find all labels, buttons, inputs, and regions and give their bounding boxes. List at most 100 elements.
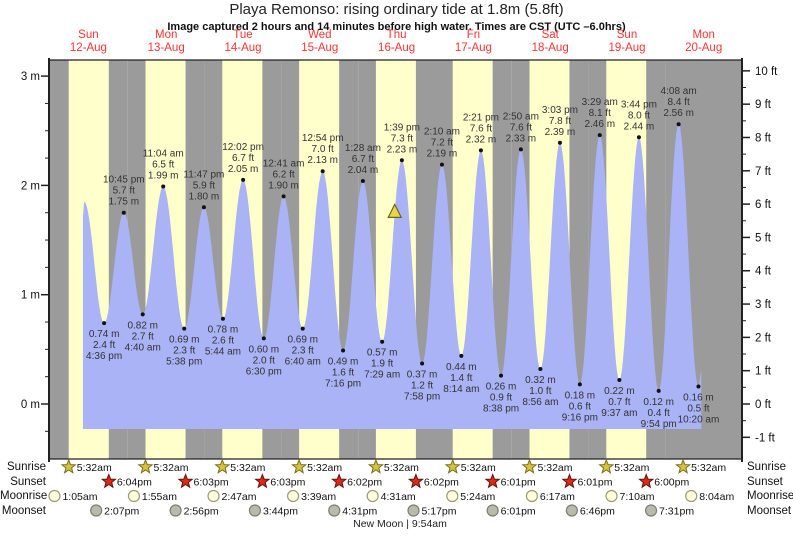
page-subtitle: Image captured 2 hours and 14 minutes be… bbox=[167, 21, 626, 33]
low-tide-m-label: 0.74 m bbox=[89, 329, 120, 340]
moonrise-row-label: Moonrise bbox=[747, 490, 793, 502]
low-tide-ft-label: 2.7 ft bbox=[132, 331, 154, 342]
moonrise-time: 7:10am bbox=[620, 491, 655, 503]
high-tide-time-label: 3:03 pm bbox=[542, 105, 578, 116]
moonrise-time: 3:39am bbox=[301, 491, 336, 503]
sunrise-time: 5:32am bbox=[307, 462, 342, 474]
high-tide-m-label: 1.90 m bbox=[268, 180, 299, 191]
moonrise-icon bbox=[366, 489, 379, 503]
moonset-icon bbox=[328, 504, 341, 517]
tide-extreme-dot bbox=[399, 158, 404, 163]
right-axis-tick-label: -1 ft bbox=[755, 432, 776, 444]
moonset-icon bbox=[248, 504, 262, 517]
sunset-time: 6:03pm bbox=[270, 477, 305, 489]
high-tide-m-label: 2.13 m bbox=[307, 155, 338, 166]
sunset-time: 6:02pm bbox=[424, 477, 459, 489]
moonset-time: 5:17pm bbox=[422, 506, 457, 518]
tide-extreme-dot bbox=[281, 194, 286, 199]
low-tide-m-label: 0.57 m bbox=[367, 348, 398, 359]
day-name-label: Sat bbox=[542, 29, 560, 41]
day-name-label: Wed bbox=[308, 29, 331, 41]
high-tide-time-label: 2:50 am bbox=[503, 111, 539, 122]
high-tide-m-label: 2.04 m bbox=[348, 165, 379, 176]
high-tide-time-label: 4:08 am bbox=[661, 86, 697, 97]
sunset-time: 6:03pm bbox=[194, 477, 229, 489]
high-tide-time-label: 12:02 pm bbox=[222, 142, 264, 153]
high-tide-time-label: 1:39 pm bbox=[384, 122, 420, 133]
low-tide-m-label: 0.69 m bbox=[287, 335, 318, 346]
high-tide-m-label: 1.75 m bbox=[109, 197, 140, 208]
moonset-time: 7:31pm bbox=[659, 506, 694, 518]
moonrise-time: 6:17am bbox=[540, 491, 575, 503]
page-title: Playa Remonso: rising ordinary tide at 1… bbox=[229, 1, 564, 18]
sunset-icon bbox=[177, 473, 194, 489]
sunset-icon bbox=[638, 473, 655, 489]
tide-extreme-dot bbox=[140, 312, 145, 317]
tide-extreme-dot bbox=[696, 384, 701, 389]
low-tide-time-label: 8:56 am bbox=[522, 397, 558, 408]
tide-extreme-dot bbox=[300, 326, 305, 331]
sunset-icon bbox=[331, 473, 348, 489]
high-tide-m-label: 2.46 m bbox=[584, 119, 615, 130]
moonrise-icon bbox=[127, 489, 141, 503]
right-axis-tick-label: 2 ft bbox=[755, 332, 772, 344]
sunset-time: 6:04pm bbox=[117, 477, 152, 489]
low-tide-m-label: 0.44 m bbox=[446, 362, 477, 373]
high-tide-m-label: 2.23 m bbox=[387, 144, 418, 155]
low-tide-time-label: 4:40 am bbox=[125, 342, 161, 353]
day-date-label: 15-Aug bbox=[301, 42, 338, 54]
high-tide-time-label: 12:41 am bbox=[263, 158, 305, 169]
high-tide-ft-label: 8.0 ft bbox=[628, 110, 650, 121]
sunrise-icon bbox=[367, 458, 384, 474]
low-tide-m-label: 0.18 m bbox=[565, 390, 596, 401]
moonset-time: 2:56pm bbox=[184, 506, 219, 518]
high-tide-time-label: 3:44 pm bbox=[621, 99, 657, 110]
low-tide-ft-label: 1.6 ft bbox=[332, 367, 354, 378]
low-tide-time-label: 9:54 pm bbox=[641, 419, 677, 430]
right-axis-tick-label: 4 ft bbox=[755, 266, 772, 278]
sunrise-icon bbox=[521, 458, 538, 474]
moonrise-icon bbox=[48, 489, 61, 503]
sunset-time: 6:01pm bbox=[501, 477, 536, 489]
low-tide-m-label: 0.16 m bbox=[683, 393, 714, 404]
current-time-marker bbox=[387, 203, 403, 219]
moonrise-icon bbox=[525, 489, 539, 503]
low-tide-time-label: 6:40 am bbox=[285, 357, 321, 368]
sunrise-time: 5:32am bbox=[77, 462, 112, 474]
left-axis-tick-label: 0 m bbox=[21, 399, 40, 411]
tide-extreme-dot bbox=[439, 162, 444, 167]
left-axis-tick-label: 1 m bbox=[21, 290, 40, 302]
tide-extreme-dot bbox=[360, 179, 365, 184]
high-tide-m-label: 2.39 m bbox=[545, 127, 576, 138]
moonset-icon bbox=[565, 504, 578, 517]
tide-extreme-dot bbox=[577, 382, 582, 387]
right-axis-tick-label: 9 ft bbox=[755, 99, 772, 111]
low-tide-ft-label: 0.4 ft bbox=[648, 408, 670, 419]
high-tide-time-label: 11:47 pm bbox=[183, 169, 224, 180]
right-axis-tick-label: 10 ft bbox=[755, 66, 778, 78]
low-tide-m-label: 0.49 m bbox=[328, 356, 359, 367]
high-tide-time-label: 10:45 pm bbox=[103, 175, 145, 186]
moonset-time: 6:01pm bbox=[501, 506, 536, 518]
moonrise-icon bbox=[446, 489, 459, 503]
sunset-icon bbox=[254, 473, 271, 489]
low-tide-ft-label: 2.6 ft bbox=[212, 336, 234, 347]
tide-extreme-dot bbox=[420, 361, 425, 366]
low-tide-m-label: 0.37 m bbox=[407, 370, 438, 381]
tide-extreme-dot bbox=[518, 147, 523, 152]
tide-extreme-dot bbox=[478, 148, 483, 153]
high-tide-time-label: 2:21 pm bbox=[463, 112, 499, 123]
high-tide-ft-label: 6.7 ft bbox=[232, 153, 254, 164]
low-tide-time-label: 8:38 pm bbox=[483, 404, 519, 415]
right-axis-tick-label: 3 ft bbox=[755, 299, 772, 311]
low-tide-m-label: 0.12 m bbox=[643, 397, 674, 408]
astro-row-labels-left: Sunrise Sunset Moonrise Moonset bbox=[0, 460, 47, 518]
right-axis-tick-label: 0 ft bbox=[755, 399, 772, 411]
day-date-label: 12-Aug bbox=[70, 42, 107, 54]
sunrise-icon bbox=[444, 458, 461, 474]
low-tide-m-label: 0.82 m bbox=[127, 320, 158, 331]
tide-extreme-dot bbox=[538, 367, 543, 372]
moonset-icon bbox=[486, 504, 499, 517]
tide-extreme-dot bbox=[636, 135, 641, 140]
sunset-time: 6:01pm bbox=[577, 477, 612, 489]
